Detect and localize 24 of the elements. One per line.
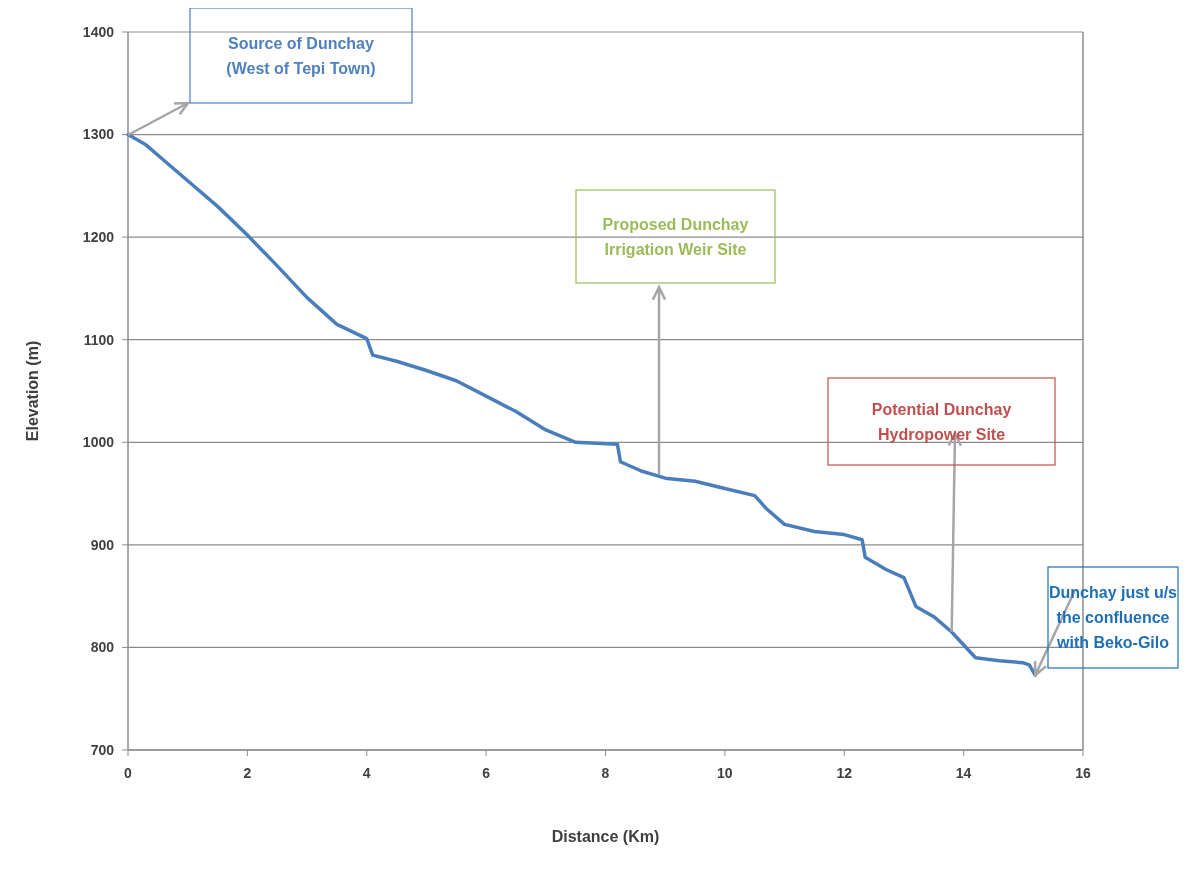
x-tick-label: 4 [362,765,371,781]
x-tick-label: 6 [482,765,491,781]
x-tick-label: 12 [836,765,853,781]
x-tick-label: 14 [955,765,972,781]
y-tick-label: 700 [90,741,115,758]
y-tick-label: 800 [90,639,115,656]
annotation: Proposed Dunchay Irrigation Weir Site [602,215,749,258]
y-tick-label: 1000 [82,434,115,451]
annotation: Source of Dunchay (West of Tepi Town) [226,34,376,77]
y-tick-label: 1400 [82,23,115,40]
x-tick-label: 16 [1075,765,1091,781]
y-tick-label: 1100 [83,331,115,348]
x-tick-label: 10 [717,765,733,781]
y-tick-label: 1300 [82,126,115,143]
y-tick-label: 900 [90,536,115,553]
annotation: Potential Dunchay Hydropower Site [871,400,1012,443]
y-tick-label: 1200 [82,229,115,246]
line-series [126,132,1037,677]
x-tick-label: 0 [124,765,133,781]
x-tick-label: 8 [601,765,610,781]
annotation: Dunchay just u/s the confluence with Beko-Gilo [1048,584,1178,652]
x-axis-title: Distance (Km) [551,828,660,845]
y-axis-title: Elevation (m) [24,340,41,442]
x-tick-label: 2 [243,765,252,781]
